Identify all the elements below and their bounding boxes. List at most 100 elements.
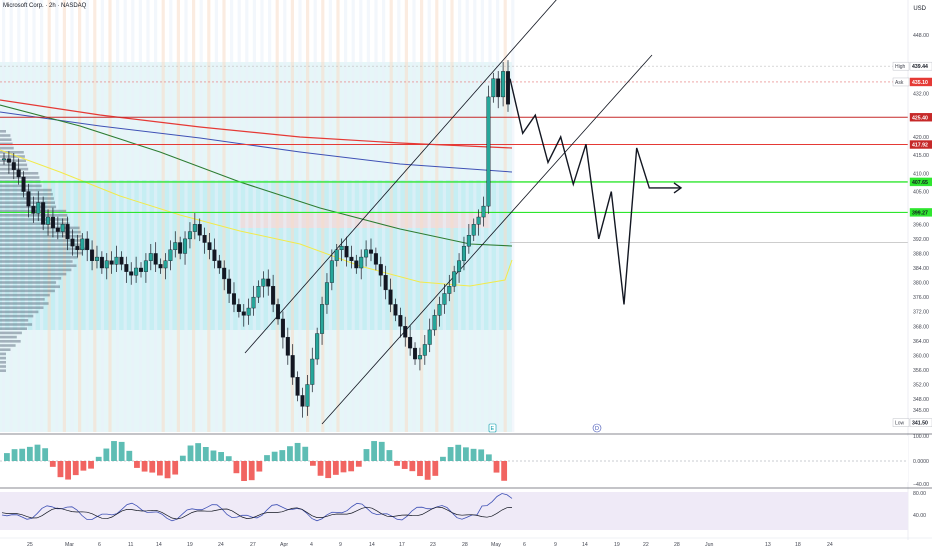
candle-body [368, 249, 373, 254]
session-stripe [275, 0, 279, 432]
candle-body [388, 289, 393, 305]
session-stripe [169, 0, 173, 432]
candle-body [501, 71, 506, 98]
y-tick-label: 348.00 [913, 397, 929, 403]
candle [501, 61, 506, 107]
channel-lower-line [321, 54, 653, 425]
oscillator-1-bar [417, 461, 423, 477]
price-tag-level_green: 407.65 [909, 177, 932, 187]
volume-profile-bar [0, 352, 6, 356]
candle [114, 245, 119, 273]
session-stripe [503, 0, 507, 432]
x-tick-label: May [491, 542, 501, 548]
candle-body [290, 355, 295, 378]
session-stripe [290, 0, 294, 432]
candle-body [143, 260, 148, 272]
candle [271, 274, 276, 313]
oscillator-1-bar [134, 461, 140, 468]
x-tick-label: Apr [280, 542, 288, 548]
x-tick-label: 14 [369, 542, 375, 548]
candle-body [75, 245, 80, 251]
oscillator-1-bar [317, 461, 324, 476]
session-stripe [382, 0, 386, 432]
session-stripe [450, 0, 454, 432]
osc2-tick-label: 40.00 [913, 513, 926, 519]
x-tick-label: 22 [643, 542, 649, 548]
candle [506, 60, 511, 112]
candle-body [65, 224, 70, 240]
candle-body [241, 311, 246, 316]
candle-body [364, 249, 369, 258]
candle-body [305, 384, 310, 407]
candle [461, 236, 466, 271]
candle [192, 213, 197, 240]
candle [378, 256, 383, 287]
session-stripe [389, 0, 393, 432]
price-axis-panel [908, 0, 932, 550]
session-stripe [366, 0, 370, 432]
candle-body [134, 267, 139, 276]
candle [447, 274, 452, 302]
volume-profile-bar [0, 151, 24, 154]
x-tick-label: 9 [554, 542, 557, 548]
session-stripe [123, 0, 127, 432]
oscillator-1-bar [279, 450, 286, 461]
candle [320, 296, 325, 345]
y-tick-label: 372.00 [913, 310, 929, 316]
oscillator-1-bar [340, 461, 347, 473]
y-tick-label: 432.00 [913, 91, 929, 97]
session-stripe [306, 0, 310, 432]
forecast-path [509, 78, 662, 305]
osc2-tick-label: 80.00 [913, 491, 926, 497]
price-tag-box [909, 77, 932, 87]
session-stripe [100, 0, 104, 432]
x-tick-label: 17 [399, 542, 405, 548]
candle [163, 253, 168, 280]
candle [134, 256, 139, 283]
candle [285, 327, 290, 365]
candle [2, 152, 6, 165]
session-stripe [214, 0, 218, 432]
volume-profile-bar [0, 130, 6, 133]
price-tag-ask: 435.10 Ask [892, 77, 932, 87]
candle-body [124, 264, 129, 272]
oscillator-1-bar [386, 450, 393, 461]
candle [295, 371, 300, 402]
candle-body [104, 260, 109, 269]
candle-body [481, 205, 486, 218]
y-tick-label: 405.00 [913, 190, 929, 196]
candle-body [417, 355, 422, 360]
oscillator-1-bar [256, 461, 263, 472]
price-tag-low: 341.50 Low [892, 418, 932, 427]
candle-body [178, 242, 183, 254]
earnings-marker-label: E [491, 426, 495, 432]
candle-body [334, 249, 339, 261]
session-stripe [184, 0, 188, 432]
session-stripe [199, 0, 203, 432]
volume-profile-bar [0, 319, 29, 322]
volume-profile-bar [0, 331, 22, 335]
candle-body [192, 224, 197, 232]
session-stripe [442, 0, 446, 432]
oscillator-1-bar [355, 461, 362, 467]
candle [339, 238, 344, 262]
volume-profile-bar [0, 293, 50, 297]
session-stripe [108, 0, 112, 432]
oscillator-1-bar [72, 461, 79, 476]
candle [241, 304, 246, 327]
candle [41, 196, 46, 231]
candle-body [90, 249, 95, 261]
candle-body [236, 304, 241, 312]
y-tick-label: 345.00 [913, 408, 929, 414]
candle-body [231, 293, 236, 305]
session-stripe [70, 0, 74, 432]
oscillator-1-bar [325, 461, 332, 479]
candle [119, 251, 124, 271]
candle [417, 347, 422, 371]
candle-body [383, 275, 388, 291]
candle-body [109, 260, 114, 265]
candle-body [55, 227, 60, 232]
oscillator-1-bar [164, 461, 171, 479]
